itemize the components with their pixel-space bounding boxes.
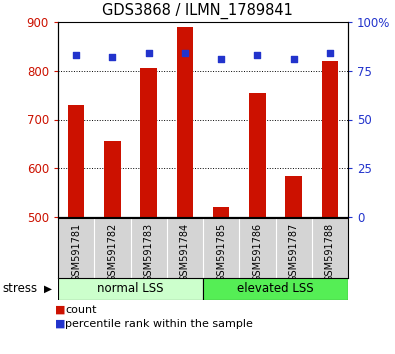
Point xyxy=(327,50,333,56)
Text: GSM591782: GSM591782 xyxy=(107,223,117,282)
Bar xyxy=(58,278,203,300)
Point xyxy=(145,50,152,56)
Text: count: count xyxy=(65,305,97,315)
Bar xyxy=(104,142,120,217)
Bar xyxy=(322,61,338,217)
Text: GSM591781: GSM591781 xyxy=(71,223,81,282)
Bar xyxy=(286,176,302,217)
Text: ■: ■ xyxy=(55,305,66,315)
Bar xyxy=(213,207,229,217)
Bar xyxy=(249,93,265,217)
Bar xyxy=(177,27,193,217)
Text: GSM591784: GSM591784 xyxy=(180,223,190,282)
Text: GSM591783: GSM591783 xyxy=(144,223,154,282)
Bar xyxy=(141,68,157,217)
Text: GSM591785: GSM591785 xyxy=(216,223,226,282)
Bar xyxy=(68,105,84,217)
Text: GSM591786: GSM591786 xyxy=(252,223,262,282)
Point xyxy=(290,56,297,62)
Text: ■: ■ xyxy=(55,319,66,329)
Point xyxy=(254,52,261,58)
Text: stress: stress xyxy=(2,282,37,296)
Point xyxy=(218,56,224,62)
Point xyxy=(182,50,188,56)
Text: ▶: ▶ xyxy=(44,284,52,294)
Text: GDS3868 / ILMN_1789841: GDS3868 / ILMN_1789841 xyxy=(102,3,293,19)
Text: normal LSS: normal LSS xyxy=(97,282,164,296)
Point xyxy=(73,52,79,58)
Text: elevated LSS: elevated LSS xyxy=(237,282,314,296)
Text: GSM591788: GSM591788 xyxy=(325,223,335,282)
Bar xyxy=(203,278,348,300)
Text: GSM591787: GSM591787 xyxy=(289,223,299,282)
Point xyxy=(109,54,115,60)
Text: percentile rank within the sample: percentile rank within the sample xyxy=(65,319,253,329)
